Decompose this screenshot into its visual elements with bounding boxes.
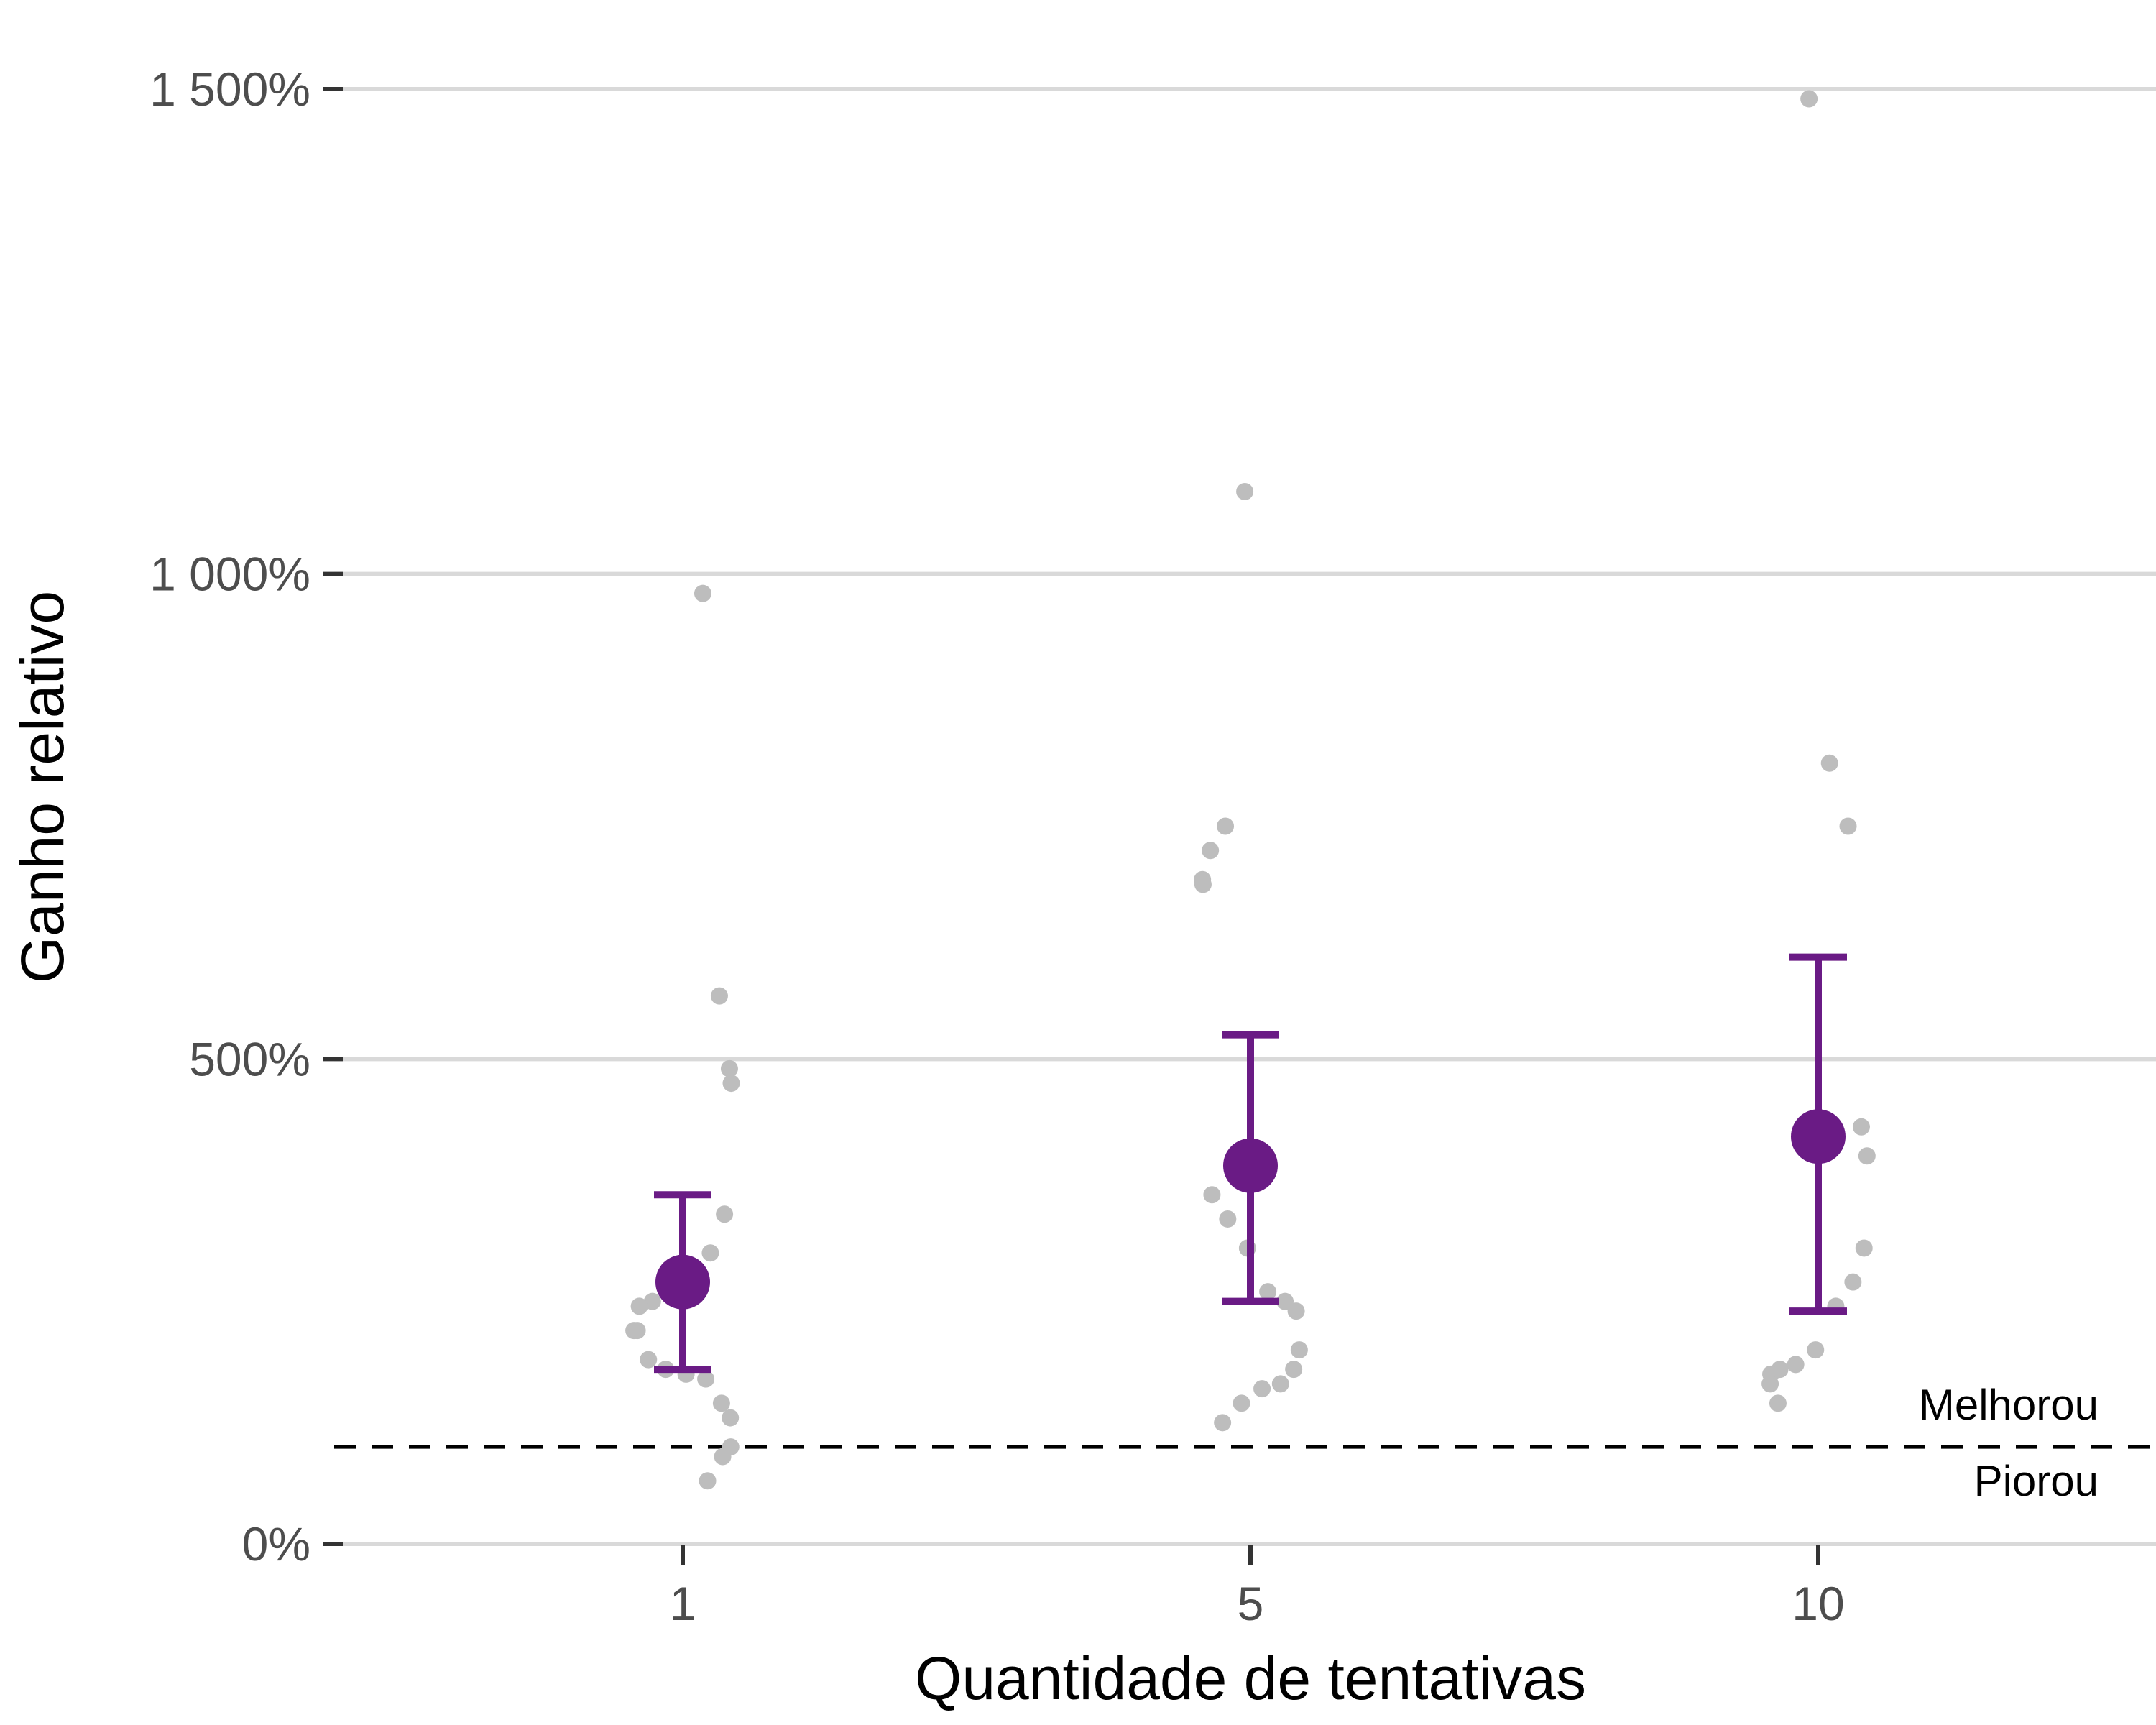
raw-point xyxy=(722,1075,740,1092)
raw-point xyxy=(1769,1394,1787,1412)
raw-point xyxy=(1285,1361,1303,1379)
mean-point xyxy=(655,1254,710,1310)
raw-point xyxy=(1787,1356,1805,1374)
raw-point xyxy=(1203,1186,1221,1204)
grid-layer xyxy=(334,87,2156,1546)
raw-point xyxy=(714,1448,732,1466)
raw-point xyxy=(1820,754,1838,772)
axis-layer: 0% 500% 1 000% 1 500% 1 5 10 xyxy=(149,63,1845,1630)
reference-label-below: Piorou xyxy=(1974,1457,2099,1505)
raw-point xyxy=(1217,817,1235,835)
raw-point xyxy=(1855,1239,1873,1257)
raw-point xyxy=(716,1205,734,1223)
raw-point xyxy=(1236,482,1254,500)
raw-point xyxy=(720,1059,738,1077)
raw-point xyxy=(640,1351,658,1368)
raw-point xyxy=(1202,842,1220,860)
raw-point xyxy=(643,1292,661,1310)
raw-point xyxy=(722,1409,740,1427)
x-axis-title: Quantidade de tentativas xyxy=(915,1644,1586,1712)
raw-point xyxy=(1844,1273,1862,1291)
raw-point xyxy=(1276,1292,1294,1310)
raw-point xyxy=(1807,1341,1825,1359)
y-tick-label: 1 500% xyxy=(149,63,310,116)
raw-point xyxy=(1219,1210,1237,1228)
mean-point xyxy=(1791,1109,1846,1164)
reference-layer: Melhorou Piorou xyxy=(334,1381,2156,1505)
raw-point xyxy=(1839,817,1857,835)
raw-point xyxy=(1194,875,1212,893)
raw-point xyxy=(1858,1147,1876,1165)
raw-point xyxy=(1214,1414,1232,1432)
summary-layer xyxy=(654,953,1847,1374)
x-tick-label: 1 xyxy=(670,1577,696,1630)
raw-point xyxy=(712,1394,730,1412)
raw-point xyxy=(1761,1375,1779,1393)
raw-point xyxy=(710,987,728,1005)
x-tick-label: 10 xyxy=(1792,1577,1844,1630)
raw-point xyxy=(1287,1302,1305,1320)
raw-point xyxy=(1852,1118,1870,1136)
raw-point xyxy=(697,1370,715,1388)
raw-point xyxy=(701,1244,719,1262)
y-tick-label: 0% xyxy=(242,1517,310,1570)
raw-point xyxy=(1271,1375,1289,1393)
y-tick-label: 500% xyxy=(189,1032,310,1085)
raw-point xyxy=(699,1472,717,1490)
raw-point xyxy=(628,1322,646,1340)
raw-point xyxy=(1253,1380,1271,1398)
raw-point xyxy=(630,1297,648,1315)
raw-point xyxy=(1233,1394,1250,1412)
raw-point xyxy=(1290,1341,1308,1359)
raw-point xyxy=(1259,1283,1277,1301)
reference-label-above: Melhorou xyxy=(1919,1381,2099,1429)
x-tick-label: 5 xyxy=(1238,1577,1264,1630)
y-tick-label: 1 000% xyxy=(149,548,310,601)
raw-point xyxy=(694,584,711,602)
raw-point xyxy=(1800,90,1818,108)
y-axis-title: Ganho relativo xyxy=(9,591,76,983)
mean-point xyxy=(1223,1138,1278,1193)
